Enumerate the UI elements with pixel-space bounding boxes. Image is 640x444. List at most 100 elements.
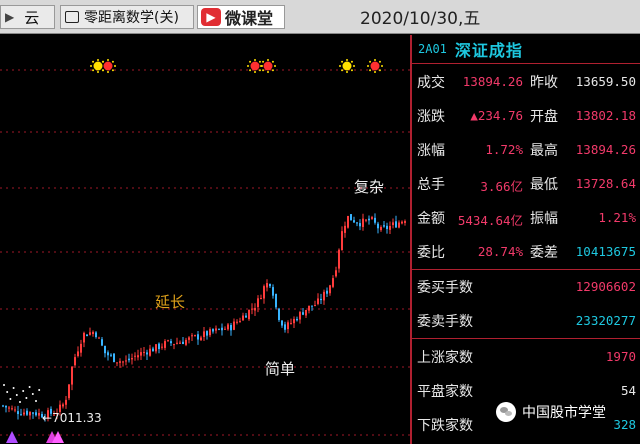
candle-body	[338, 249, 340, 269]
stat-label: 委买手数	[417, 280, 473, 296]
candle-body	[197, 334, 199, 340]
signal-spark-icon	[350, 60, 353, 63]
candle-body	[179, 342, 181, 344]
weiketang-logo-button[interactable]: ▶ 微课堂	[197, 5, 285, 29]
candle-body	[131, 358, 133, 360]
signal-marker-icon	[370, 61, 380, 71]
candle-body	[344, 225, 346, 233]
candle-body	[272, 287, 274, 296]
quote-header: 2A01 深证成指	[412, 35, 640, 64]
signal-spark-icon	[353, 65, 355, 67]
trend-dot	[35, 400, 37, 402]
indicator-tab[interactable]: 零距离数学(关)	[60, 5, 194, 29]
watermark: 中国股市学堂	[496, 402, 606, 422]
trend-dot	[31, 393, 34, 395]
quote-value: 10413675	[575, 244, 636, 259]
candle-body	[134, 355, 136, 357]
candle-body	[119, 361, 121, 363]
quote-value: 28.74%	[477, 244, 523, 259]
low-price-label: ←7011.33	[42, 411, 102, 425]
chart-canvas	[0, 59, 410, 443]
candle-body	[125, 360, 127, 362]
candle-body	[140, 352, 142, 356]
signal-spark-icon	[254, 59, 256, 61]
quote-label: 昨收	[530, 75, 558, 91]
play-logo-icon: ▶	[201, 8, 221, 26]
candle-body	[101, 339, 103, 346]
signal-spark-icon	[107, 71, 109, 73]
candle-body	[305, 309, 307, 316]
candle-body	[377, 223, 379, 229]
cloud-button[interactable]: ▶ 云	[0, 5, 55, 29]
arrow-right-icon: ▶	[5, 10, 15, 24]
candle-body	[149, 348, 151, 356]
signal-spark-icon	[114, 65, 116, 67]
stat-value: 54	[620, 383, 636, 398]
candle-body	[191, 335, 193, 337]
candle-body	[152, 348, 154, 352]
signal-spark-icon	[260, 65, 262, 67]
candle-body	[218, 328, 220, 330]
stat-value: 328	[613, 417, 636, 432]
candle-body	[53, 414, 55, 416]
candle-body	[71, 366, 73, 385]
candle-body	[8, 407, 10, 409]
stat-value: 23320277	[575, 313, 636, 328]
candle-body	[26, 410, 28, 415]
top-toolbar: ▶ 云 零距离数学(关) ▶ 微课堂 2020/10/30,五	[0, 0, 640, 34]
watermark-text: 中国股市学堂	[522, 405, 606, 421]
signal-spark-icon	[262, 69, 265, 72]
stat-label: 委卖手数	[417, 314, 473, 330]
signal-spark-icon	[97, 71, 99, 73]
candle-body	[266, 283, 268, 288]
candle-body	[110, 354, 112, 356]
candle-body	[314, 305, 316, 307]
candle-body	[128, 358, 130, 361]
candle-body	[41, 414, 43, 418]
trend-dot	[9, 398, 12, 400]
candle-body	[227, 324, 229, 330]
candle-body	[242, 315, 244, 321]
quote-row: 涨幅 1.72% 最高 13894.26	[412, 132, 640, 166]
signal-spark-icon	[374, 71, 376, 73]
candle-body	[245, 315, 247, 318]
signal-spark-icon	[271, 69, 274, 72]
candle-body	[224, 328, 226, 330]
trend-dot	[25, 397, 28, 399]
date-label: 2020/10/30,五	[360, 8, 481, 29]
signal-spark-icon	[267, 59, 269, 61]
trend-dot	[12, 387, 15, 389]
quote-value: 13728.64	[575, 176, 636, 191]
quote-label: 成交	[417, 75, 445, 91]
candle-body	[185, 339, 187, 345]
index-code: 2A01	[418, 42, 447, 56]
candle-body	[206, 331, 208, 336]
candle-body	[302, 312, 304, 315]
candle-body	[350, 214, 352, 221]
candle-body	[176, 342, 178, 344]
signal-marker-icon	[250, 61, 260, 71]
signal-spark-icon	[107, 59, 109, 61]
candle-body	[113, 353, 115, 363]
candle-body	[158, 343, 160, 350]
stat-row: 下跌家数 328	[412, 407, 640, 441]
candle-body	[221, 327, 223, 331]
stat-row: 委卖手数 23320277	[412, 303, 640, 337]
candle-body	[320, 298, 322, 301]
candle-body	[2, 405, 4, 407]
stat-label: 上涨家数	[417, 350, 473, 366]
candle-body	[404, 221, 406, 223]
signal-spark-icon	[249, 60, 252, 63]
candle-body	[260, 298, 262, 300]
triangle-signal-icon	[52, 431, 64, 443]
triangle-signal-icon	[6, 431, 18, 443]
quote-label: 总手	[417, 177, 445, 193]
candle-body	[137, 355, 139, 358]
candle-body	[263, 286, 265, 299]
annotation-simple: 简单	[265, 360, 296, 378]
candlestick-chart[interactable]: 复杂 延长 简单 ←7011.33	[0, 35, 410, 444]
signal-spark-icon	[92, 60, 95, 63]
candle-body	[398, 222, 400, 228]
trend-dot	[6, 391, 9, 393]
candle-body	[230, 324, 232, 331]
